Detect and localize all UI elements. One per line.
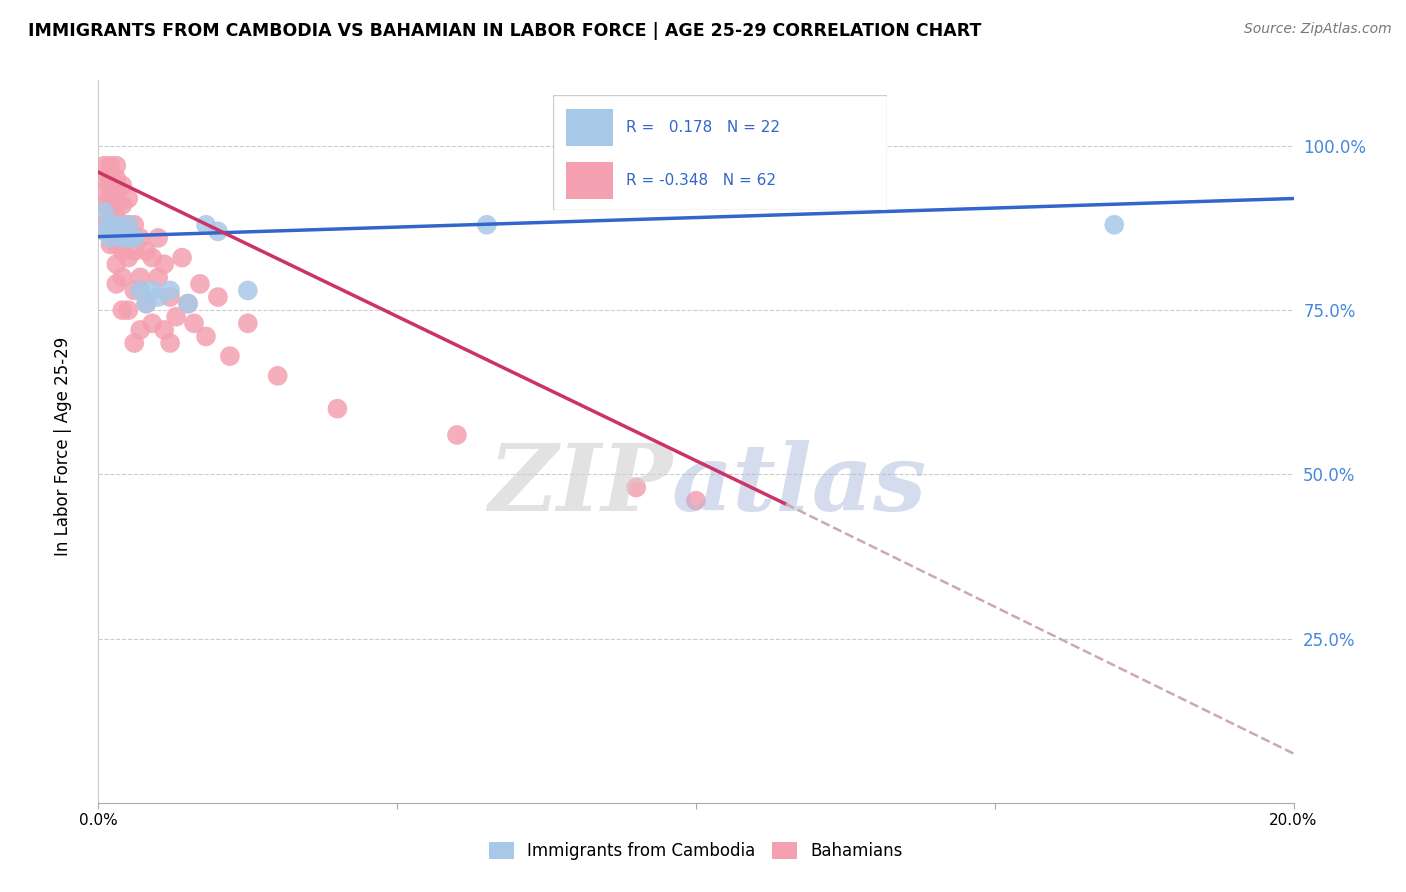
Point xyxy=(195,329,218,343)
Point xyxy=(129,323,152,337)
Point xyxy=(153,257,176,271)
Text: ZIP: ZIP xyxy=(488,440,672,530)
Point xyxy=(446,428,468,442)
Point xyxy=(117,192,139,206)
Point xyxy=(111,303,134,318)
Point xyxy=(153,323,176,337)
Point xyxy=(111,178,134,193)
Point xyxy=(159,336,181,351)
Point xyxy=(98,211,122,226)
Point xyxy=(117,251,139,265)
Point xyxy=(93,204,115,219)
Legend: Immigrants from Cambodia, Bahamians: Immigrants from Cambodia, Bahamians xyxy=(482,835,910,867)
Point xyxy=(98,224,122,238)
Point xyxy=(165,310,187,324)
Point xyxy=(117,218,139,232)
Point xyxy=(93,171,115,186)
Point xyxy=(111,198,134,212)
Point xyxy=(129,270,152,285)
Point xyxy=(148,290,170,304)
Point xyxy=(148,270,170,285)
Point xyxy=(183,316,205,330)
Point xyxy=(129,231,152,245)
Point xyxy=(105,211,128,226)
Point xyxy=(207,290,229,304)
Point xyxy=(111,218,134,232)
Text: atlas: atlas xyxy=(672,440,928,530)
Point xyxy=(105,198,128,212)
Point xyxy=(124,231,146,245)
Point xyxy=(98,185,122,199)
Point xyxy=(219,349,242,363)
Point xyxy=(195,218,218,232)
Point xyxy=(177,296,200,310)
Point xyxy=(685,493,707,508)
Point xyxy=(172,251,194,265)
Text: IMMIGRANTS FROM CAMBODIA VS BAHAMIAN IN LABOR FORCE | AGE 25-29 CORRELATION CHAR: IMMIGRANTS FROM CAMBODIA VS BAHAMIAN IN … xyxy=(28,22,981,40)
Point xyxy=(475,218,498,232)
Point xyxy=(124,218,146,232)
Point xyxy=(188,277,211,291)
Point xyxy=(111,244,134,258)
Point xyxy=(124,244,146,258)
Point xyxy=(117,218,139,232)
Point xyxy=(105,224,128,238)
Point xyxy=(135,296,157,310)
Point xyxy=(105,171,128,186)
Point xyxy=(93,218,115,232)
Point xyxy=(98,237,122,252)
Point xyxy=(111,231,134,245)
Point xyxy=(111,224,134,238)
Point xyxy=(159,284,181,298)
Point xyxy=(105,257,128,271)
Point xyxy=(135,244,157,258)
Point xyxy=(141,284,163,298)
Point xyxy=(326,401,349,416)
Point xyxy=(98,159,122,173)
Point xyxy=(98,218,122,232)
Point xyxy=(177,296,200,310)
Point xyxy=(105,218,128,232)
Point xyxy=(117,303,139,318)
Point xyxy=(135,296,157,310)
Point xyxy=(105,277,128,291)
Point xyxy=(267,368,290,383)
Point xyxy=(129,284,152,298)
Point xyxy=(105,159,128,173)
Point xyxy=(98,231,122,245)
Point xyxy=(148,231,170,245)
Text: Source: ZipAtlas.com: Source: ZipAtlas.com xyxy=(1244,22,1392,37)
Point xyxy=(93,224,115,238)
Point xyxy=(159,290,181,304)
Point xyxy=(236,284,259,298)
Point xyxy=(93,159,115,173)
Point xyxy=(141,316,163,330)
Point xyxy=(111,270,134,285)
Point xyxy=(1104,218,1126,232)
Point xyxy=(207,224,229,238)
Text: In Labor Force | Age 25-29: In Labor Force | Age 25-29 xyxy=(55,336,72,556)
Point xyxy=(236,316,259,330)
Point xyxy=(124,336,146,351)
Point xyxy=(98,198,122,212)
Point xyxy=(93,198,115,212)
Point xyxy=(98,171,122,186)
Point xyxy=(141,251,163,265)
Point xyxy=(105,224,128,238)
Point xyxy=(626,481,648,495)
Point xyxy=(105,185,128,199)
Point xyxy=(105,237,128,252)
Point xyxy=(124,284,146,298)
Point xyxy=(117,231,139,245)
Point xyxy=(93,185,115,199)
